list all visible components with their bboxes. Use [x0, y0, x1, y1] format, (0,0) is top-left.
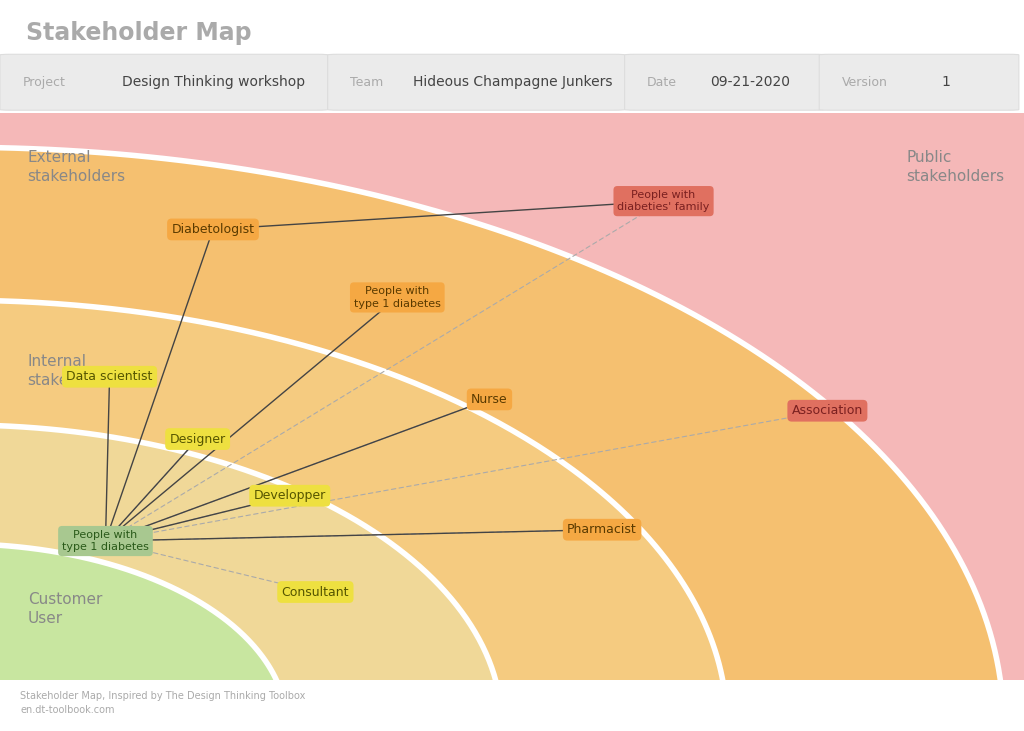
- Polygon shape: [0, 148, 1004, 725]
- Text: Consultant: Consultant: [282, 586, 349, 599]
- FancyBboxPatch shape: [819, 54, 1019, 110]
- Text: Design Thinking workshop: Design Thinking workshop: [122, 75, 305, 89]
- Polygon shape: [0, 300, 727, 725]
- Text: Diabetologist: Diabetologist: [171, 223, 255, 236]
- Text: 09-21-2020: 09-21-2020: [710, 75, 790, 89]
- Text: Internal
stakeholders: Internal stakeholders: [28, 354, 126, 387]
- Text: 1: 1: [941, 75, 950, 89]
- Text: Developper: Developper: [254, 489, 326, 502]
- Polygon shape: [0, 425, 502, 725]
- Text: Stakeholder Map: Stakeholder Map: [26, 21, 251, 45]
- Text: Designer: Designer: [170, 433, 225, 446]
- Text: People with
type 1 diabetes: People with type 1 diabetes: [62, 530, 148, 552]
- Text: Customer
User: Customer User: [28, 592, 102, 626]
- Text: Date: Date: [647, 76, 677, 88]
- Text: Project: Project: [23, 76, 66, 88]
- Polygon shape: [0, 544, 287, 725]
- Text: Data scientist: Data scientist: [67, 370, 153, 383]
- FancyBboxPatch shape: [625, 54, 824, 110]
- Text: People with
type 1 diabetes: People with type 1 diabetes: [354, 287, 440, 308]
- Text: Stakeholder Map, Inspired by The Design Thinking Toolbox
en.dt-toolbook.com: Stakeholder Map, Inspired by The Design …: [20, 692, 306, 715]
- Text: Pharmacist: Pharmacist: [567, 523, 637, 537]
- Text: Version: Version: [842, 76, 888, 88]
- Text: External
stakeholders: External stakeholders: [28, 150, 126, 183]
- Text: Team: Team: [350, 76, 383, 88]
- Text: Association: Association: [792, 404, 863, 417]
- Text: Nurse: Nurse: [471, 393, 508, 406]
- Text: Public
stakeholders: Public stakeholders: [906, 150, 1005, 183]
- FancyBboxPatch shape: [0, 54, 328, 110]
- FancyBboxPatch shape: [328, 54, 625, 110]
- Text: People with
diabeties' family: People with diabeties' family: [617, 190, 710, 212]
- Text: Hideous Champagne Junkers: Hideous Champagne Junkers: [413, 75, 612, 89]
